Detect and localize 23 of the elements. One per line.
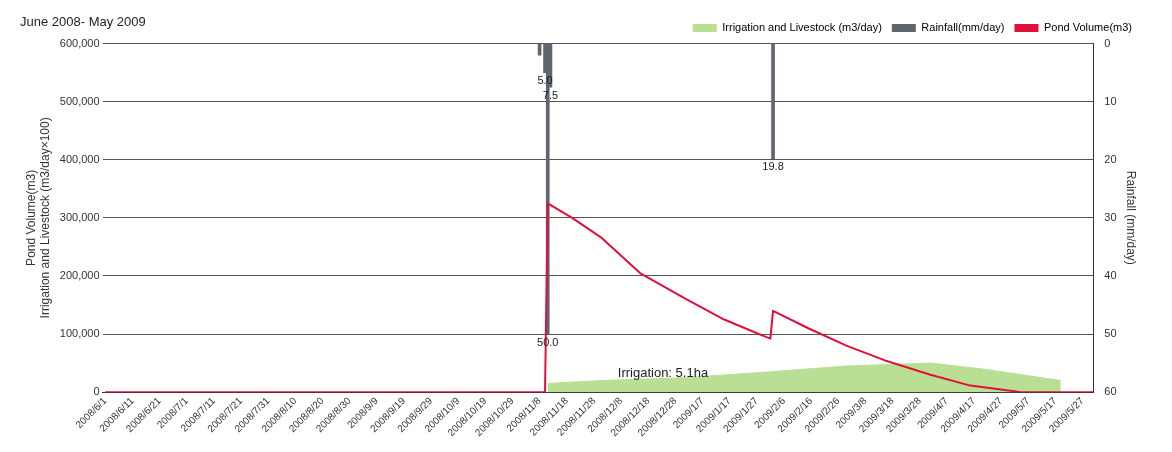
legend-label: Rainfall(mm/day) [921,21,1005,34]
y2-tick-label: 10 [1104,94,1117,107]
y-tick-label: 400,000 [59,152,100,165]
y2-tick-label: 20 [1104,152,1117,165]
y2-tick-label: 60 [1104,385,1117,398]
y2-tick-label: 40 [1104,268,1117,281]
y-tick-label: 300,000 [59,210,100,223]
y2-tick-label: 30 [1104,210,1117,223]
bar [771,43,775,159]
annotation: Irrigation: 5.1ha [617,365,709,381]
y-tick-label: 600,000 [59,36,100,49]
legend-label: Pond Volume(m3) [1043,21,1132,34]
data-label: 19.8 [762,160,784,173]
y-tick-label: 100,000 [59,327,100,340]
y2-tick-label: 50 [1104,327,1117,340]
y-axis-title: Pond Volume(m3) Irrigation and Livestock (m3/day×100) [23,117,52,319]
y2-tick-label: 0 [1104,36,1111,49]
y-tick-label: 200,000 [59,268,100,281]
chart-title: June 2008- May 2009 [20,14,146,30]
y2-axis-title: Rainfall (mm/day) [1124,170,1139,265]
y-tick-label: 500,000 [59,94,100,107]
legend-label: Irrigation and Livestock (m3/day) [722,21,882,34]
y-tick-label: 0 [93,385,100,398]
